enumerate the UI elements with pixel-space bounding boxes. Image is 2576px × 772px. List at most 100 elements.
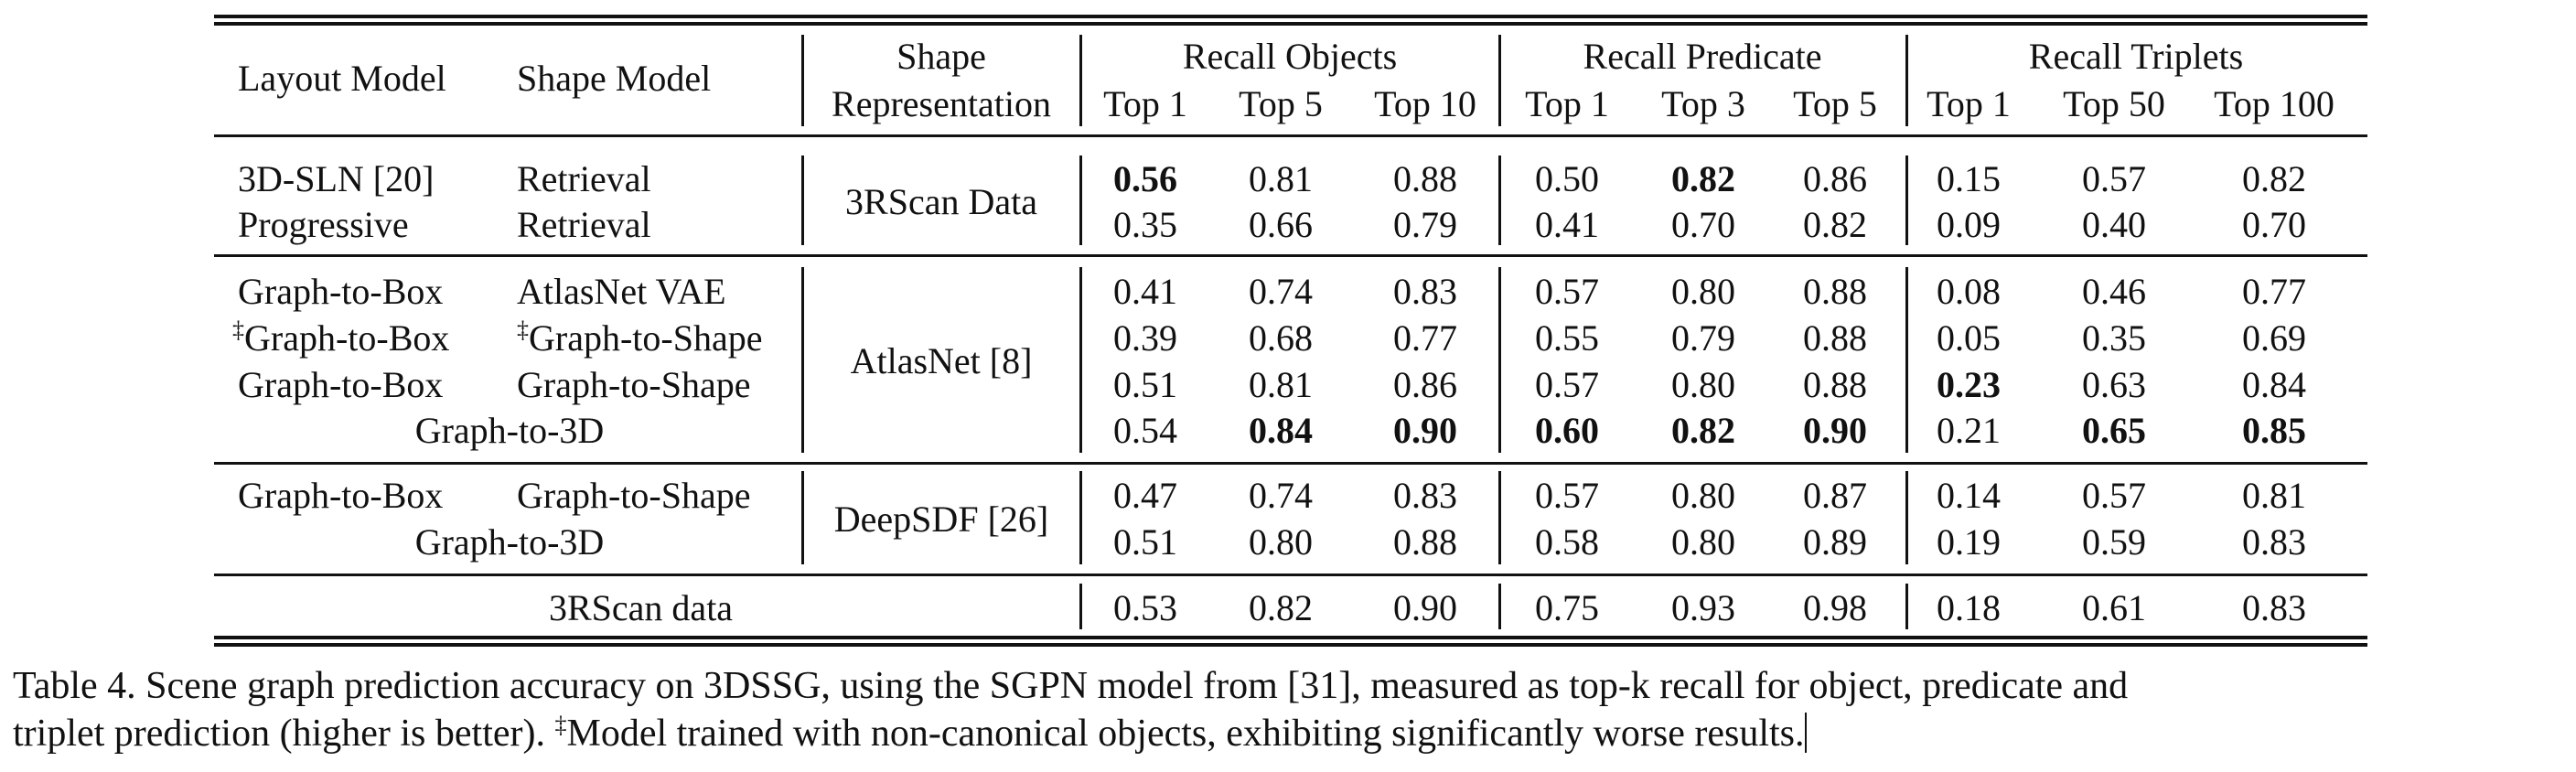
value-cell: 0.35 [2082, 317, 2146, 359]
value-cell: 0.39 [1113, 317, 1177, 359]
value-cell: 0.51 [1113, 364, 1177, 405]
value-cell: 0.98 [1803, 587, 1867, 628]
value-cell: 0.75 [1535, 587, 1599, 628]
value-cell: 0.82 [1803, 204, 1867, 245]
reference-label: 3RScan data [549, 587, 734, 628]
vline [1498, 471, 1501, 564]
value-cell: 0.90 [1393, 410, 1457, 451]
header-recall-triplets: Recall Triplets [2028, 36, 2244, 77]
representation-deepsdf: DeepSDF [26] [833, 499, 1049, 540]
value-cell: 0.83 [2242, 521, 2306, 563]
value-cell: 0.85 [2242, 410, 2306, 451]
header-triplets-top-1: Top 1 [1927, 83, 2011, 124]
value-cell: 0.65 [2082, 410, 2146, 451]
value-cell: 0.56 [1113, 158, 1177, 199]
value-cell: 0.88 [1803, 364, 1867, 405]
caption-line-2: triplet prediction (higher is better). ‡… [13, 710, 2565, 762]
value-cell: 0.35 [1113, 204, 1177, 245]
value-cell: 0.87 [1803, 475, 1867, 516]
value-cell: 0.82 [2242, 158, 2306, 199]
header-recall-objects: Recall Objects [1182, 36, 1398, 77]
shape-model-cell: Graph-to-Shape [517, 364, 751, 405]
value-cell: 0.84 [1249, 410, 1313, 451]
value-cell: 0.84 [2242, 364, 2306, 405]
double-dagger-mark: ‡ [554, 712, 567, 738]
value-cell: 0.83 [1393, 271, 1457, 312]
value-cell: 0.47 [1113, 475, 1177, 516]
value-cell: 0.79 [1393, 204, 1457, 245]
value-cell: 0.89 [1803, 521, 1867, 563]
value-cell: 0.61 [2082, 587, 2146, 628]
value-cell: 0.55 [1535, 317, 1599, 359]
value-cell: 0.63 [2082, 364, 2146, 405]
value-cell: 0.51 [1113, 521, 1177, 563]
value-cell: 0.81 [2242, 475, 2306, 516]
layout-model-cell: Graph-to-Box [238, 364, 444, 405]
group-rule-1 [214, 254, 2367, 257]
value-cell: 0.80 [1249, 521, 1313, 563]
value-cell: 0.18 [1937, 587, 2001, 628]
value-cell: 0.05 [1937, 317, 2001, 359]
vline [1905, 584, 1908, 629]
vline [1905, 267, 1908, 453]
value-cell: 0.09 [1937, 204, 2001, 245]
value-cell: 0.81 [1249, 158, 1313, 199]
value-cell: 0.83 [1393, 475, 1457, 516]
value-cell: 0.57 [2082, 475, 2146, 516]
value-cell: 0.88 [1393, 158, 1457, 199]
vline [801, 471, 804, 564]
value-cell: 0.57 [2082, 158, 2146, 199]
vline [1498, 267, 1501, 453]
value-cell: 0.41 [1535, 204, 1599, 245]
value-cell: 0.66 [1249, 204, 1313, 245]
value-cell: 0.53 [1113, 587, 1177, 628]
vline [1079, 471, 1082, 564]
value-cell: 0.83 [2242, 587, 2306, 628]
header-predicate-top-1: Top 1 [1525, 83, 1609, 124]
value-cell: 0.81 [1249, 364, 1313, 405]
layout-model-cell: 3D-SLN [20] [238, 158, 435, 199]
table-caption: Table 4. Scene graph prediction accuracy… [13, 662, 2565, 762]
text-cursor [1804, 713, 1807, 753]
layout-model-text: Graph-to-Box [244, 317, 450, 359]
value-cell: 0.77 [2242, 271, 2306, 312]
value-cell: 0.15 [1937, 158, 2001, 199]
value-cell: 0.23 [1937, 364, 2001, 405]
group-rule-2 [214, 462, 2367, 465]
value-cell: 0.08 [1937, 271, 2001, 312]
double-dagger-mark: ‡ [517, 316, 529, 343]
value-cell: 0.54 [1113, 410, 1177, 451]
double-dagger-mark: ‡ [232, 316, 244, 343]
header-recall-predicate: Recall Predicate [1583, 36, 1822, 77]
value-cell: 0.60 [1535, 410, 1599, 451]
representation-3rscan-data: 3RScan Data [845, 181, 1037, 222]
value-cell: 0.79 [1671, 317, 1735, 359]
header-objects-top-5: Top 5 [1239, 83, 1323, 124]
value-cell: 0.41 [1113, 271, 1177, 312]
vline [801, 155, 804, 245]
value-cell: 0.82 [1671, 158, 1735, 199]
vline [1905, 35, 1908, 126]
shape-model-cell: Graph-to-Shape [517, 475, 751, 516]
value-cell: 0.88 [1803, 317, 1867, 359]
vline [1498, 155, 1501, 245]
vline [1079, 35, 1082, 126]
header-shape-model: Shape Model [517, 58, 712, 99]
value-cell: 0.86 [1803, 158, 1867, 199]
combined-model-cell: Graph-to-3D [414, 410, 605, 451]
group-rule-3 [214, 574, 2367, 576]
value-cell: 0.74 [1249, 475, 1313, 516]
header-shape-representation-line2: Representation [832, 83, 1051, 124]
top-rule-outer [214, 15, 2367, 18]
representation-atlasnet: AtlasNet [8] [850, 340, 1033, 381]
shape-model-text: Graph-to-Shape [529, 317, 763, 359]
value-cell: 0.57 [1535, 271, 1599, 312]
value-cell: 0.77 [1393, 317, 1457, 359]
header-predicate-top-5: Top 5 [1793, 83, 1877, 124]
caption-footnote-text: Model trained with non-canonical objects… [566, 713, 1805, 755]
vline [1498, 584, 1501, 629]
value-cell: 0.93 [1671, 587, 1735, 628]
value-cell: 0.14 [1937, 475, 2001, 516]
value-cell: 0.58 [1535, 521, 1599, 563]
